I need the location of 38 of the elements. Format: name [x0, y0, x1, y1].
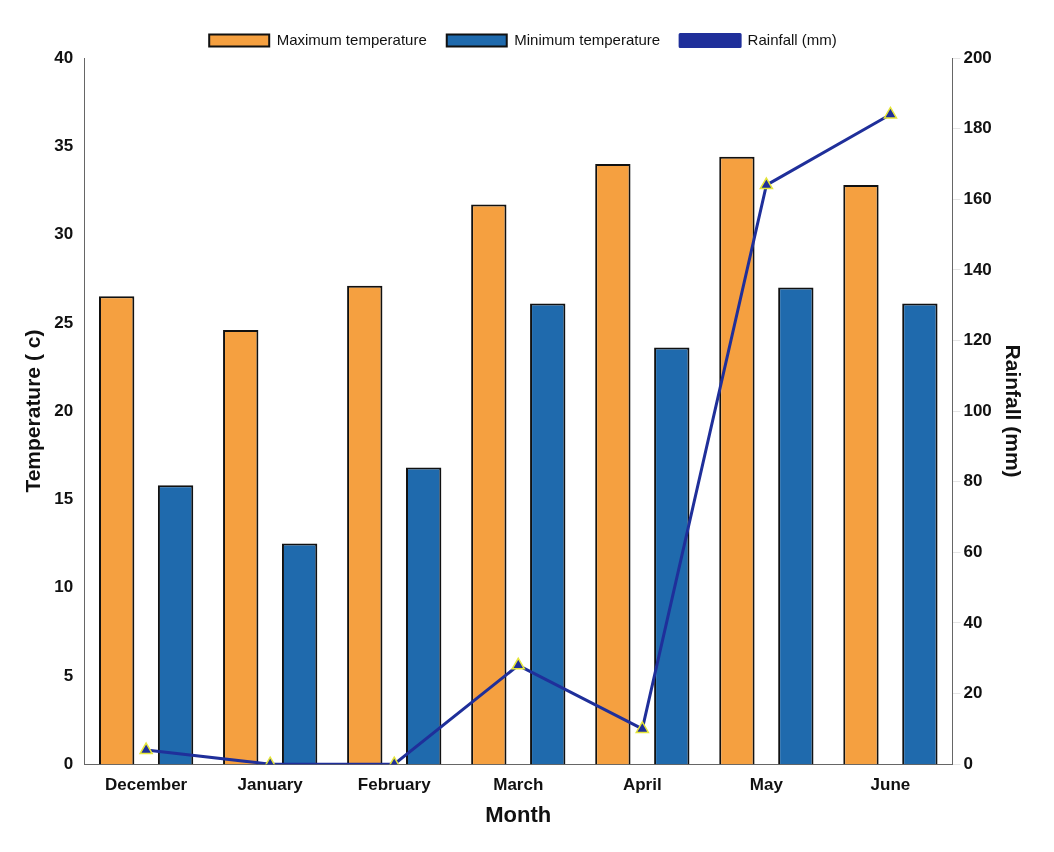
point: [511, 657, 526, 670]
y2-tick-label: 120: [963, 330, 992, 350]
legend-label: Rainfall (mm): [747, 30, 837, 48]
x-tick-label: December: [105, 775, 188, 795]
legend-label: Minimum temperature: [514, 30, 661, 48]
y2-tick-label: 180: [963, 118, 992, 138]
y-tick-label: 25: [54, 312, 74, 332]
y2-tick-label: 40: [963, 612, 983, 632]
y-tick-label: 30: [54, 224, 74, 244]
y2-tick-label: 160: [963, 188, 992, 208]
x-tick-label: April: [622, 775, 662, 795]
y-tick-label: 20: [54, 400, 74, 420]
y2-tick-label: 200: [963, 47, 992, 67]
y-tick-label: 15: [54, 489, 74, 509]
x-axis-title: Month: [485, 801, 552, 827]
y-tick-label: 10: [54, 577, 74, 597]
y-tick-label: 5: [63, 665, 74, 685]
y2-tick-label: 20: [963, 683, 983, 703]
point: [759, 177, 774, 190]
y2-tick-label: 0: [963, 753, 973, 773]
legend-label: Maximum temperature: [276, 30, 427, 48]
x-tick-label: February: [357, 775, 432, 795]
y2-tick-label: 100: [963, 400, 992, 420]
y-tick-label: 35: [54, 135, 74, 155]
point: [635, 721, 650, 734]
y-tick-label: 0: [63, 753, 74, 773]
y-tick-label: 40: [54, 47, 74, 67]
y2-tick-label: 80: [963, 471, 983, 491]
y2-axis-title: Rainfall (mm): [1001, 344, 1025, 478]
y2-tick-label: 60: [963, 542, 983, 562]
point: [139, 742, 153, 755]
y2-tick-label: 140: [963, 259, 992, 279]
x-tick-label: March: [493, 775, 544, 795]
x-tick-label: June: [870, 775, 911, 795]
y-axis-title: Temperature ( c): [21, 329, 45, 493]
point: [883, 106, 898, 119]
x-tick-label: May: [749, 775, 784, 795]
x-tick-label: January: [237, 775, 304, 795]
